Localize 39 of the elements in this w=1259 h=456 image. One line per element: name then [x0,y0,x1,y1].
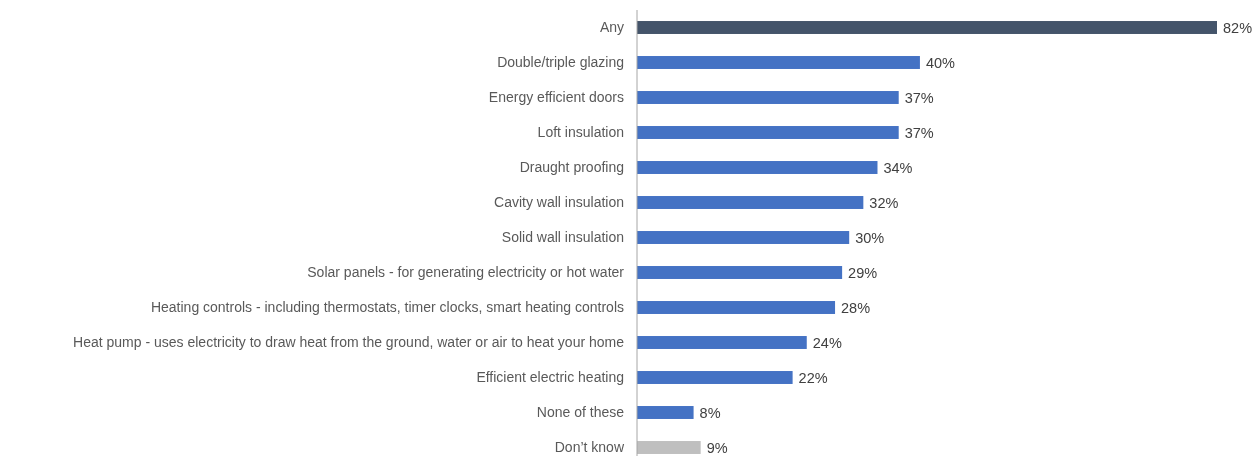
bar [637,196,864,209]
y-tick-label: Heat pump - uses electricity to draw heat from the ground, water or air to heat your home [73,334,625,351]
data-label: 22% [798,369,828,386]
data-label: 29% [848,264,878,281]
data-label: 40% [925,54,956,71]
y-tick-label: Efficient electric heating [476,369,624,386]
data-label: 8% [699,404,721,421]
data-label: 9% [706,439,728,456]
bar [637,21,1217,34]
bar [637,161,878,174]
bar [637,441,701,454]
y-tick-label: Solar panels - for generating electricity or hot water [307,264,625,281]
y-tick-label: Double/triple glazing [497,54,624,71]
bar [637,301,836,314]
bar [637,126,899,139]
data-label: 24% [812,334,842,351]
data-label: 32% [869,194,899,211]
bar [637,91,899,104]
y-tick-label: Draught proofing [519,159,624,176]
data-label: 37% [904,89,934,106]
bar [637,266,843,279]
data-label: 34% [883,159,913,176]
y-tick-label: Loft insulation [537,124,624,141]
y-tick-label: Energy efficient doors [488,89,624,106]
y-tick-label: Solid wall insulation [501,229,624,246]
y-tick-label: Cavity wall insulation [494,194,624,211]
y-tick-label: None of these [536,404,625,421]
data-label: 30% [855,229,885,246]
y-tick-label: Don’t know [554,439,625,456]
y-tick-label: Any [599,19,624,36]
data-label: 28% [841,299,871,316]
data-label: 37% [904,124,934,141]
y-tick-label: Heating controls - including thermostats, timer clocks, smart heating controls [150,299,624,316]
bar [637,231,850,244]
bar [637,406,694,419]
bar [637,371,793,384]
data-label: 82% [1223,19,1253,36]
bar [637,336,807,349]
bar [637,56,920,69]
